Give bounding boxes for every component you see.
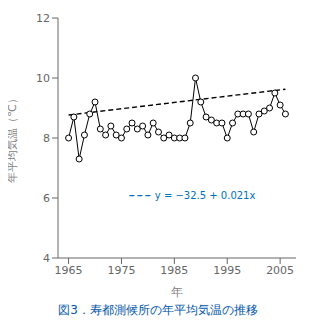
svg-text:12: 12: [36, 12, 50, 25]
svg-text:8: 8: [43, 132, 50, 145]
svg-text:y = −32.5 + 0.021x: y = −32.5 + 0.021x: [155, 190, 256, 201]
svg-text:年: 年: [171, 285, 183, 298]
html-text:図3．寿都測候所の年平均気温の推移: 図3．寿都測候所の年平均気温の推移: [58, 303, 258, 317]
svg-text:年平均気温（℃）: 年平均気温（℃）: [8, 93, 19, 182]
svg-text:1965: 1965: [55, 264, 83, 277]
svg-text:1995: 1995: [213, 264, 241, 277]
svg-text:2005: 2005: [266, 264, 294, 277]
svg-text:4: 4: [43, 252, 50, 265]
svg-text:1985: 1985: [160, 264, 188, 277]
svg-text:6: 6: [43, 192, 50, 205]
svg-text:10: 10: [36, 72, 50, 85]
svg-text:1975: 1975: [107, 264, 135, 277]
